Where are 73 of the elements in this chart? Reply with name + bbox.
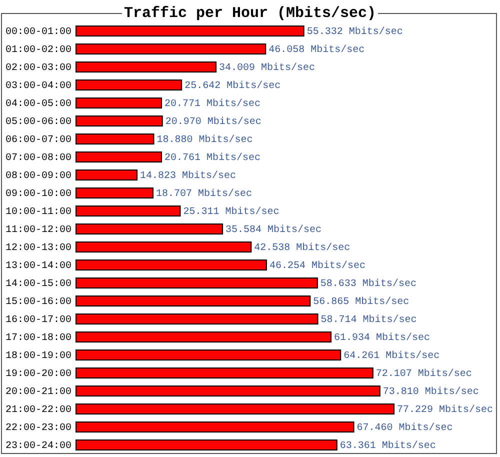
- y-tick-label: 10:00-11:00: [5, 207, 72, 218]
- y-tick-label: 08:00-09:00: [5, 171, 72, 182]
- bar: [76, 296, 311, 306]
- data-label: 20.970 Mbits/sec: [165, 116, 262, 128]
- data-label: 72.107 Mbits/sec: [376, 368, 472, 380]
- y-tick-label: 11:00-12:00: [5, 225, 72, 236]
- y-tick-label: 23:00-24:00: [5, 441, 72, 452]
- bar: [76, 80, 182, 90]
- bar: [76, 350, 342, 360]
- y-tick-label: 19:00-20:00: [5, 369, 72, 380]
- y-tick-label: 16:00-17:00: [5, 315, 72, 326]
- data-label: 25.311 Mbits/sec: [183, 206, 280, 218]
- y-tick-label: 09:00-10:00: [5, 189, 72, 200]
- bar: [76, 98, 162, 108]
- y-tick-label: 14:00-15:00: [5, 279, 72, 290]
- y-tick-label: 03:00-04:00: [5, 81, 72, 92]
- y-tick-label: 18:00-19:00: [5, 351, 72, 362]
- y-tick-label: 02:00-03:00: [5, 63, 72, 74]
- data-label: 56.865 Mbits/sec: [313, 296, 410, 308]
- bar: [76, 44, 266, 54]
- y-tick-label: 01:00-02:00: [5, 45, 72, 56]
- bar: [76, 386, 380, 396]
- y-tick-label: 05:00-06:00: [5, 117, 72, 128]
- data-label: 18.880 Mbits/sec: [156, 134, 253, 146]
- bar: [76, 332, 332, 342]
- bar: [76, 368, 374, 378]
- bar: [76, 62, 217, 72]
- data-label: 18.707 Mbits/sec: [156, 188, 252, 200]
- bar: [76, 404, 394, 414]
- y-tick-label: 20:00-21:00: [5, 387, 72, 398]
- y-tick-label: 00:00-01:00: [5, 27, 72, 38]
- y-tick-label: 17:00-18:00: [5, 333, 72, 344]
- bar: [76, 26, 304, 36]
- y-tick-label: 13:00-14:00: [5, 261, 72, 272]
- bar: [76, 278, 318, 288]
- bar: [76, 224, 224, 234]
- data-label: 63.361 Mbits/sec: [340, 440, 436, 452]
- data-label: 34.009 Mbits/sec: [219, 62, 316, 74]
- bar: [76, 242, 252, 252]
- bar: [76, 116, 163, 126]
- data-label: 46.254 Mbits/sec: [269, 260, 366, 272]
- bar: [76, 314, 318, 324]
- bar: [76, 260, 267, 270]
- y-tick-label: 07:00-08:00: [5, 153, 72, 164]
- y-tick-label: 06:00-07:00: [5, 135, 72, 146]
- bar: [76, 170, 138, 180]
- data-label: 46.058 Mbits/sec: [268, 44, 365, 56]
- y-tick-label: 12:00-13:00: [5, 243, 72, 254]
- data-label: 14.823 Mbits/sec: [140, 170, 236, 182]
- data-label: 55.332 Mbits/sec: [306, 26, 403, 38]
- data-label: 58.714 Mbits/sec: [320, 314, 417, 326]
- y-tick-label: 04:00-05:00: [5, 99, 72, 110]
- y-tick-label: 15:00-16:00: [5, 297, 72, 308]
- data-label: 20.771 Mbits/sec: [164, 98, 261, 110]
- data-label: 64.261 Mbits/sec: [344, 350, 440, 362]
- data-label: 35.584 Mbits/sec: [226, 224, 322, 236]
- bar: [76, 206, 181, 216]
- data-label: 67.460 Mbits/sec: [356, 422, 453, 434]
- data-label: 73.810 Mbits/sec: [382, 386, 479, 398]
- data-label: 77.229 Mbits/sec: [397, 404, 494, 416]
- y-tick-label: 22:00-23:00: [5, 423, 72, 434]
- bar: [76, 188, 154, 198]
- y-tick-label: 21:00-22:00: [5, 405, 72, 416]
- data-label: 25.642 Mbits/sec: [184, 80, 281, 92]
- chart-title: Traffic per Hour (Mbits/sec): [122, 5, 378, 22]
- data-label: 20.761 Mbits/sec: [164, 152, 260, 164]
- bar: [76, 422, 354, 432]
- data-label: 42.538 Mbits/sec: [254, 242, 350, 254]
- bar: [76, 152, 162, 162]
- bar: [76, 440, 338, 450]
- data-label: 61.934 Mbits/sec: [334, 332, 430, 344]
- data-label: 58.633 Mbits/sec: [320, 278, 416, 290]
- bar: [76, 134, 154, 144]
